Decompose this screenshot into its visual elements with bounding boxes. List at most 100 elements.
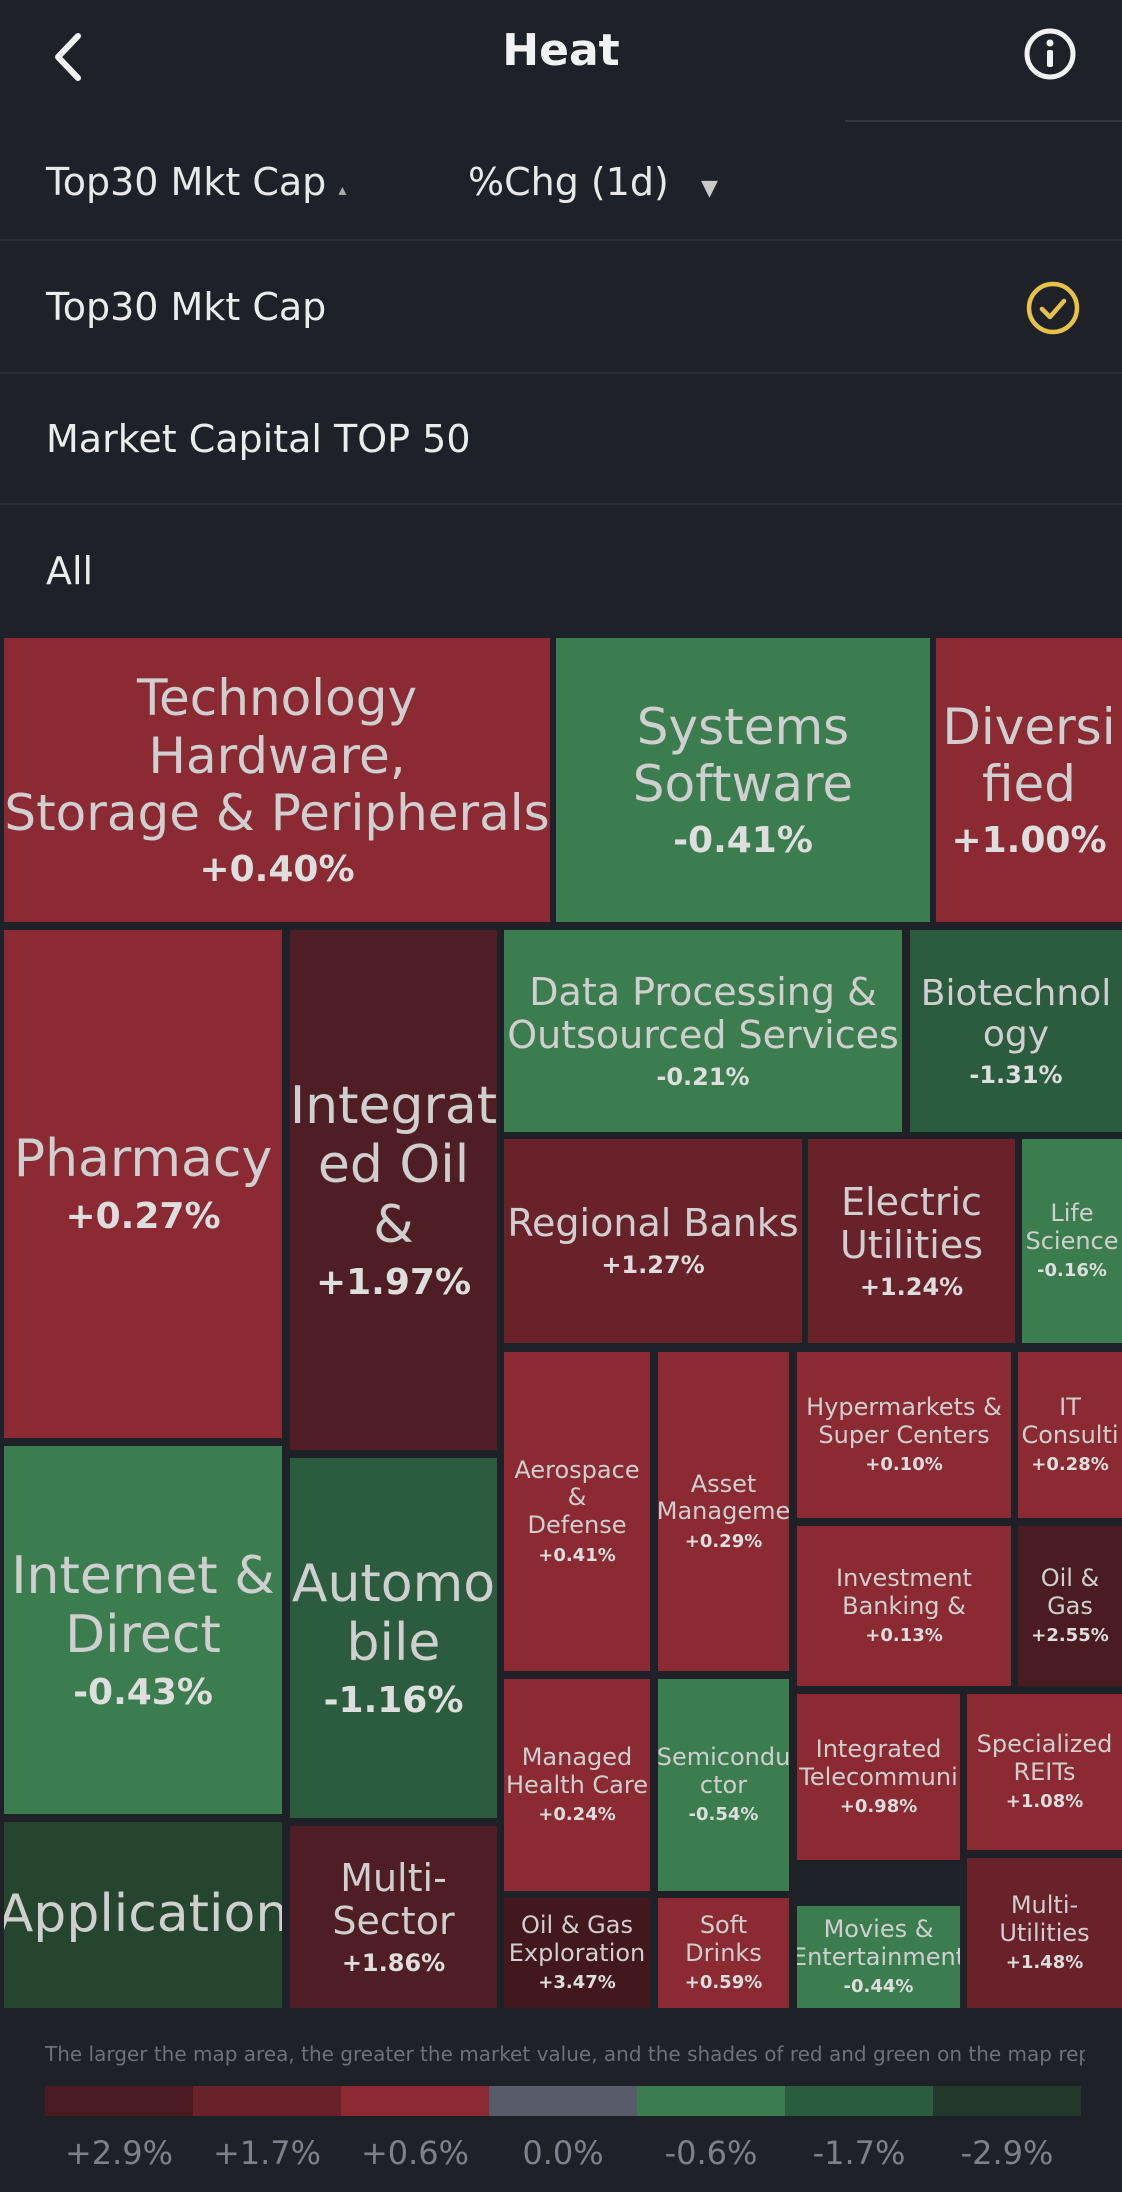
- tile-change: +3.47%: [538, 1972, 616, 1994]
- scope-filter-label: Top30 Mkt Cap: [46, 160, 327, 204]
- legend-swatch: [785, 2086, 933, 2116]
- tile-name: IT Consulti: [1021, 1393, 1119, 1449]
- option-label: All: [46, 549, 94, 593]
- treemap-tile[interactable]: Internet & Direct -0.43%: [4, 1446, 282, 1814]
- tile-name: Movies & Entertainment: [797, 1915, 960, 1971]
- treemap-tile[interactable]: Multi- Sector +1.86%: [290, 1826, 497, 2008]
- tile-change: +0.13%: [865, 1625, 943, 1647]
- treemap-tile[interactable]: Aerospace & Defense +0.41%: [504, 1352, 650, 1671]
- option-top30[interactable]: Top30 Mkt Cap: [46, 285, 326, 329]
- legend-swatch: [637, 2086, 785, 2116]
- treemap-tile[interactable]: Technology Hardware, Storage & Periphera…: [4, 638, 550, 922]
- info-icon[interactable]: [1022, 26, 1078, 82]
- legend-swatch: [341, 2086, 489, 2116]
- treemap-tile[interactable]: Integrated Telecommuni +0.98%: [797, 1694, 960, 1860]
- tile-change: -0.21%: [656, 1062, 750, 1091]
- tile-name: Electric Utilities: [839, 1179, 984, 1268]
- tile-change: +0.24%: [538, 1804, 616, 1826]
- tile-name: Automo bile: [291, 1553, 496, 1674]
- treemap-tile[interactable]: Diversi fied +1.00%: [936, 638, 1122, 922]
- treemap-tile[interactable]: Oil & Gas Exploration +3.47%: [504, 1898, 650, 2008]
- tile-name: Managed Health Care: [505, 1743, 648, 1799]
- tile-change: +0.27%: [65, 1196, 221, 1238]
- legend-label: +0.6%: [360, 2134, 470, 2172]
- tile-name: Integrat ed Oil &: [290, 1075, 497, 1256]
- treemap-tile[interactable]: Regional Banks +1.27%: [504, 1139, 802, 1343]
- treemap-tile[interactable]: Electric Utilities +1.24%: [808, 1139, 1015, 1343]
- tile-name: Multi-Utilities: [999, 1891, 1090, 1947]
- tile-change: +0.98%: [839, 1796, 918, 1818]
- check-circle-icon: [1025, 280, 1081, 336]
- tile-change: +1.97%: [315, 1262, 472, 1303]
- back-chevron-icon[interactable]: [40, 22, 100, 92]
- page-title: Heat: [502, 25, 620, 76]
- treemap-tile[interactable]: Semicondu ctor -0.54%: [658, 1679, 789, 1891]
- treemap-tile[interactable]: Oil & Gas +2.55%: [1018, 1526, 1122, 1686]
- treemap-tile[interactable]: Biotechnol ogy -1.31%: [910, 930, 1122, 1132]
- tile-name: Systems Software: [632, 697, 854, 814]
- caret-down-icon: ▼: [700, 176, 718, 201]
- legend-label: +2.9%: [64, 2134, 174, 2172]
- tile-change: +1.08%: [1005, 1791, 1084, 1813]
- legend-swatch: [45, 2086, 193, 2116]
- tile-change: +1.27%: [601, 1251, 705, 1280]
- tile-change: +1.00%: [951, 819, 1107, 861]
- tile-name: Technology Hardware, Storage & Periphera…: [4, 669, 550, 843]
- tile-change: -0.41%: [673, 819, 813, 861]
- tile-change: +0.28%: [1031, 1454, 1109, 1476]
- treemap-tile[interactable]: Soft Drinks +0.59%: [658, 1898, 789, 2008]
- option-top50[interactable]: Market Capital TOP 50: [46, 417, 471, 461]
- tile-name: Oil & Gas Exploration: [508, 1911, 646, 1967]
- treemap-tile[interactable]: Movies & Entertainment -0.44%: [797, 1906, 960, 2008]
- tile-name: Regional Banks: [507, 1201, 799, 1246]
- treemap-tile[interactable]: Life Science -0.16%: [1022, 1139, 1122, 1343]
- legend-swatch: [193, 2086, 341, 2116]
- treemap-tile[interactable]: Asset Manageme +0.29%: [658, 1352, 789, 1671]
- tile-name: Multi- Sector: [332, 1855, 455, 1944]
- divider: [0, 372, 1122, 374]
- tile-change: +0.10%: [865, 1454, 943, 1476]
- tile-change: +0.41%: [538, 1544, 616, 1566]
- tile-change: -0.54%: [688, 1804, 759, 1826]
- tile-name: Internet & Direct: [11, 1545, 275, 1666]
- legend-label: 0.0%: [522, 2134, 604, 2172]
- tile-name: Specialized REITs: [976, 1730, 1113, 1786]
- tile-change: -1.31%: [969, 1060, 1063, 1089]
- treemap-tile[interactable]: Application: [4, 1822, 282, 2008]
- tile-change: +0.59%: [684, 1972, 763, 1994]
- treemap-tile[interactable]: Hypermarkets & Super Centers +0.10%: [797, 1352, 1011, 1518]
- legend-label: +1.7%: [212, 2134, 322, 2172]
- tile-name: Application: [4, 1884, 282, 1945]
- tile-change: +0.29%: [684, 1530, 763, 1552]
- tile-name: Biotechnol ogy: [920, 972, 1112, 1056]
- treemap-tile[interactable]: Automo bile -1.16%: [290, 1458, 497, 1818]
- option-label: Top30 Mkt Cap: [46, 285, 327, 329]
- legend-swatch: [489, 2086, 637, 2116]
- divider: [0, 503, 1122, 505]
- tile-change: -0.44%: [843, 1976, 914, 1998]
- metric-filter-dropdown[interactable]: %Chg (1d) ▼: [468, 160, 718, 204]
- legend-label: -2.9%: [960, 2134, 1054, 2172]
- scope-filter-dropdown[interactable]: Top30 Mkt Cap ▴: [46, 160, 346, 204]
- tile-change: -0.16%: [1037, 1260, 1107, 1282]
- header-divider: [845, 120, 1122, 122]
- treemap-tile[interactable]: Managed Health Care +0.24%: [504, 1679, 650, 1891]
- divider: [0, 239, 1122, 241]
- treemap-tile[interactable]: Investment Banking & +0.13%: [797, 1526, 1011, 1686]
- legend-note: The larger the map area, the greater the…: [45, 2042, 1085, 2066]
- treemap-tile[interactable]: Systems Software -0.41%: [556, 638, 930, 922]
- tile-name: Semicondu ctor: [658, 1743, 789, 1799]
- option-all[interactable]: All: [46, 549, 93, 593]
- option-label: Market Capital TOP 50: [46, 417, 471, 461]
- treemap-tile[interactable]: Pharmacy +0.27%: [4, 930, 282, 1438]
- treemap-tile[interactable]: Specialized REITs +1.08%: [967, 1694, 1122, 1850]
- tile-change: +2.55%: [1031, 1625, 1109, 1647]
- tile-name: Asset Manageme: [658, 1469, 789, 1526]
- treemap-tile[interactable]: Integrat ed Oil & +1.97%: [290, 930, 497, 1450]
- treemap-tile[interactable]: IT Consulti +0.28%: [1018, 1352, 1122, 1518]
- treemap-tile[interactable]: Data Processing & Outsourced Services -0.…: [504, 930, 902, 1132]
- caret-up-icon: ▴: [338, 180, 347, 199]
- tile-change: -0.43%: [73, 1672, 213, 1714]
- treemap-tile[interactable]: Multi-Utilities +1.48%: [967, 1858, 1122, 2008]
- tile-name: Oil & Gas: [1040, 1564, 1100, 1620]
